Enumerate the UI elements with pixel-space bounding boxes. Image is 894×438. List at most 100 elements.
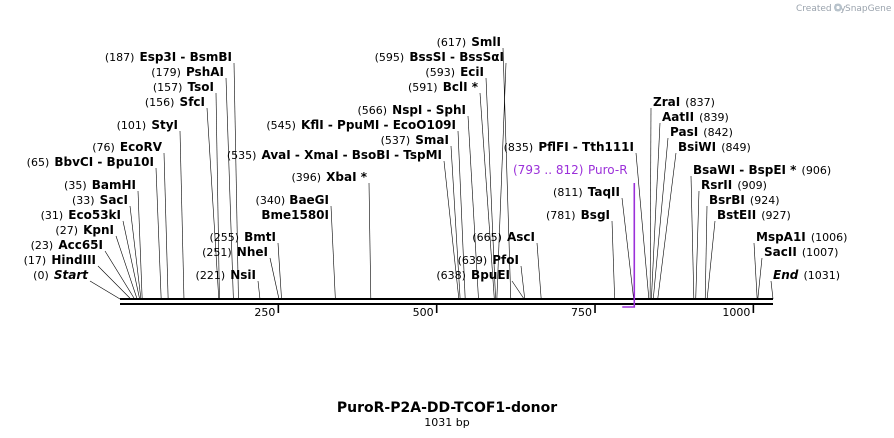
cut-line-pasi [652, 137, 669, 300]
site-label-nspi[interactable]: (566) NspI - SphI [357, 99, 466, 118]
snapgene-brand: Created by SnapGene [796, 3, 892, 14]
site-label-aatii[interactable]: AatII (839) [662, 106, 729, 125]
enzyme-name: StyI [151, 118, 178, 132]
cut-line-mspa1i [753, 242, 758, 300]
cut-line-sacii [757, 257, 763, 300]
enzyme-name: Eco53kI [68, 208, 121, 222]
site-label-kpni[interactable]: (27) KpnI [55, 219, 114, 238]
site-label-nsii[interactable]: (221) NsiI [196, 264, 256, 283]
site-label-bsgi[interactable]: (781) BsgI [546, 204, 610, 223]
cut-line-smai [450, 145, 461, 300]
enzyme-name: BsiWI [678, 140, 716, 154]
site-label-pfoi[interactable]: (639) PfoI [458, 249, 519, 268]
site-label-eco53ki[interactable]: (31) Eco53kI [41, 204, 121, 223]
cut-line-bpuei [511, 280, 525, 300]
site-position: (33) [72, 194, 95, 207]
cut-line-nhei [269, 257, 280, 300]
site-position: (340) [256, 194, 286, 207]
site-label-pshai[interactable]: (179) PshAI [151, 61, 224, 80]
enzyme-name: PasI [670, 125, 698, 139]
site-label-bsteii[interactable]: BstEII (927) [717, 204, 791, 223]
name-separator: - [176, 50, 189, 64]
enzyme-name: EcoRV [120, 140, 163, 154]
site-label-asci[interactable]: (665) AscI [472, 226, 535, 245]
site-label-kfli[interactable]: (545) KflI - PpuMI - EcoO109I [266, 114, 456, 133]
name-separator: - [324, 118, 337, 132]
site-label-bme1580i[interactable]: Bme1580I [261, 208, 329, 222]
enzyme-name: AvaI [262, 148, 291, 162]
site-position: (849) [721, 141, 751, 154]
site-position: (924) [750, 194, 780, 207]
site-label-baegi[interactable]: (340) BaeGI [256, 193, 329, 207]
site-label-bsrbi[interactable]: BsrBI (924) [709, 189, 780, 208]
site-label-styi[interactable]: (101) StyI [117, 114, 178, 133]
site-position: (1006) [811, 231, 848, 244]
cut-line-bcli [479, 92, 495, 300]
site-label-bpuei[interactable]: (638) BpuEI [436, 264, 510, 283]
site-label-avai[interactable]: (535) AvaI - XmaI - BsoBI - TspMI [227, 144, 442, 163]
site-position: (221) [196, 269, 226, 282]
site-label-start[interactable]: (0) Start [33, 264, 89, 283]
cut-line-bamhi [137, 190, 143, 300]
site-label-bcli[interactable]: (591) BclI * [408, 76, 479, 95]
cut-line-aatii [651, 122, 661, 300]
cut-line-nspi [467, 115, 479, 300]
site-position: (927) [761, 209, 791, 222]
site-label-end[interactable]: End (1031) [773, 264, 840, 283]
site-label-rsrii[interactable]: RsrII (909) [701, 174, 767, 193]
site-label-mspa1i[interactable]: MspA1I (1006) [756, 226, 847, 245]
site-position: (639) [458, 254, 488, 267]
site-label-nhei[interactable]: (251) NheI [202, 241, 268, 260]
name-separator: - [446, 50, 459, 64]
site-label-bsiwi[interactable]: BsiWI (849) [678, 136, 751, 155]
site-label-bmti[interactable]: (255) BmtI [209, 226, 276, 245]
enzyme-name: XmaI [304, 148, 338, 162]
site-label-smli[interactable]: (617) SmlI [437, 31, 501, 50]
enzyme-name: PflFI [538, 140, 568, 154]
site-label-ecorv[interactable]: (76) EcoRV [92, 136, 162, 155]
site-position: (593) [425, 66, 455, 79]
site-label-pasi[interactable]: PasI (842) [670, 121, 733, 140]
cut-line-acc65i [104, 250, 135, 300]
feature-puro-r[interactable]: (793 .. 812) Puro-R [513, 163, 636, 308]
site-label-pflfi[interactable]: (835) PflFI - Tth111I [504, 136, 634, 155]
site-label-bsssi[interactable]: (595) BssSI - BssSαI [375, 46, 504, 65]
site-label-sfci[interactable]: (156) SfcI [145, 91, 205, 110]
enzyme-name: SphI [436, 103, 466, 117]
cut-line-nsii [257, 280, 261, 300]
site-label-tsoi[interactable]: (157) TsoI [153, 76, 214, 95]
enzyme-name: BstEII [717, 208, 756, 222]
site-label-bsawi[interactable]: BsaWI - BspEI * (906) [693, 159, 831, 178]
site-label-taqii[interactable]: (811) TaqII [553, 181, 620, 200]
site-position: (179) [151, 66, 181, 79]
site-label-hindiii[interactable]: (17) HindIII [24, 249, 96, 268]
site-label-xbai[interactable]: (396) XbaI * [291, 166, 367, 185]
cut-line-pfoi [520, 265, 526, 300]
site-label-bamhi[interactable]: (35) BamHI [64, 174, 136, 193]
cut-line-bsrbi [704, 205, 708, 300]
site-position: (665) [472, 231, 502, 244]
site-position: (909) [737, 179, 767, 192]
site-label-bbvci[interactable]: (65) BbvCI - Bpu10I [27, 151, 154, 170]
site-label-smai[interactable]: (537) SmaI [381, 129, 449, 148]
site-label-acc65i[interactable]: (23) Acc65I [31, 234, 103, 253]
site-label-zrai[interactable]: ZraI (837) [653, 91, 715, 110]
site-position: (1031) [803, 269, 840, 282]
feature-range: (793 .. 812) [513, 163, 583, 177]
site-label-esp3i[interactable]: (187) Esp3I - BsmBI [105, 46, 232, 65]
site-label-saci[interactable]: (33) SacI [72, 189, 128, 208]
enzyme-name: BsrBI [709, 193, 745, 207]
site-position: (781) [546, 209, 576, 222]
enzyme-name: Bpu10I [107, 155, 154, 169]
site-position: (35) [64, 179, 87, 192]
cut-line-taqii [621, 197, 634, 300]
enzyme-name: RsrII [701, 178, 732, 192]
site-label-sacii[interactable]: SacII (1007) [764, 241, 838, 260]
site-position: (535) [227, 149, 257, 162]
scale-tick-label: 750 [571, 306, 592, 319]
site-label-ecii[interactable]: (593) EciI [425, 61, 484, 80]
enzyme-name: TsoI [188, 80, 214, 94]
name-separator: - [735, 163, 748, 177]
enzyme-name: ZraI [653, 95, 680, 109]
cut-line-sfci [206, 107, 220, 300]
